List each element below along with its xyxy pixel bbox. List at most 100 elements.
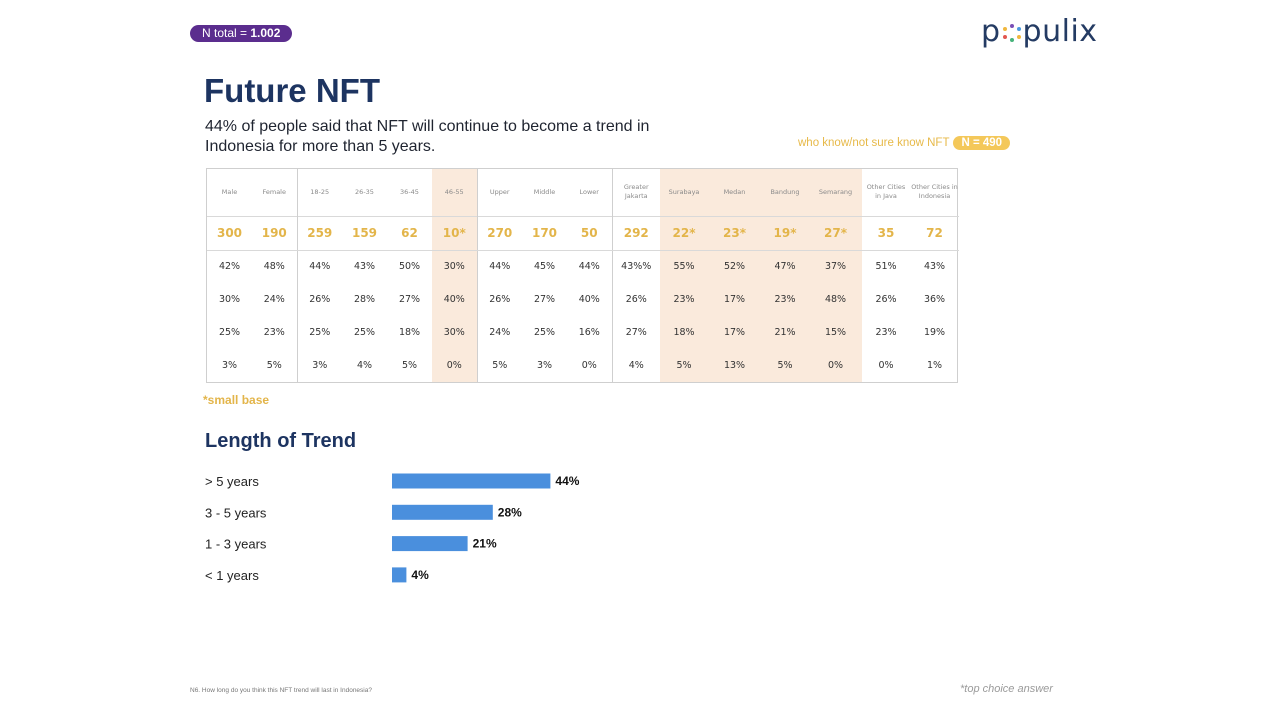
percent-cell: 26% xyxy=(296,283,342,317)
percent-cell: 24% xyxy=(263,294,285,306)
column-header: 46-55 xyxy=(432,169,477,217)
percent-cell: 18% xyxy=(398,327,421,339)
respondent-note-label: who know/not sure know NFT xyxy=(798,137,950,149)
percent-cell: 0% xyxy=(878,360,894,372)
percent-cell: 26% xyxy=(875,294,897,306)
percent-cell: 30% xyxy=(432,316,477,350)
percent-cell: 3% xyxy=(221,360,238,372)
sample-size-cell: 35 xyxy=(862,215,910,251)
category-label: 1 - 3 years xyxy=(205,537,267,552)
sample-size-cell: 159 xyxy=(342,215,387,251)
percent-cell: 43% xyxy=(923,261,946,273)
percent-cell: 0% xyxy=(581,360,597,372)
percent-cell: 28% xyxy=(353,294,376,306)
percent-cell: 40% xyxy=(432,283,477,317)
sample-size-cell: 50 xyxy=(567,215,612,251)
column-header: 36-45 xyxy=(400,187,419,196)
sample-size-cell: 170 xyxy=(522,215,567,251)
percent-cell: 3% xyxy=(296,349,342,382)
sample-size-cell: 300 xyxy=(207,215,252,251)
chart-title: Length of Trend xyxy=(205,430,357,452)
percent-cell: 43%% xyxy=(611,250,660,284)
column-header: Surabaya xyxy=(660,169,708,217)
percent-cell: 55% xyxy=(660,250,708,284)
bar xyxy=(392,536,468,552)
populix-logo: p pulix xyxy=(981,14,1098,49)
table-row: 25% 23% 25% 25% 18% 30% 24% 25% 16% 27% 18% 17% 21% 1… xyxy=(207,316,959,350)
sample-size-cell: 62 xyxy=(387,215,432,251)
n-total-value: 1.002 xyxy=(250,26,281,40)
percent-cell: 5% xyxy=(761,349,809,382)
percent-cell: 30% xyxy=(218,294,241,306)
percent-cell: 44% xyxy=(296,250,342,284)
percent-cell: 27% xyxy=(611,316,660,350)
column-header: Other Cities in Java xyxy=(866,183,906,201)
sample-size-cell: 259 xyxy=(296,215,342,251)
percent-cell: 48% xyxy=(263,261,285,273)
question-footnote: N6. How long do you think this NFT trend… xyxy=(190,687,372,694)
table-header-row: Male Female 18-25 26-35 36-45 46-55 Upper Middl… xyxy=(207,169,959,217)
percent-cell: 42% xyxy=(218,261,241,273)
column-header: Middle xyxy=(533,187,556,196)
percent-cell: 13% xyxy=(708,349,761,382)
percent-cell: 27% xyxy=(398,294,421,306)
percent-cell: 23% xyxy=(263,327,285,339)
percent-cell: 27% xyxy=(533,294,556,306)
small-base-note: *small base xyxy=(203,393,270,407)
sample-size-cell: 190 xyxy=(252,215,297,251)
percent-cell: 26% xyxy=(476,283,522,317)
percent-cell: 1% xyxy=(926,360,943,372)
percent-cell: 26% xyxy=(611,283,660,317)
percent-cell: 25% xyxy=(296,316,342,350)
sample-size-cell: 270 xyxy=(476,215,522,251)
n-total-badge: N total = 1.002 xyxy=(190,25,293,42)
sample-size-cell: 27* xyxy=(809,215,862,251)
percent-cell: 47% xyxy=(761,250,809,284)
percent-cell: 5% xyxy=(401,360,418,372)
column-header: 18-25 xyxy=(296,169,342,217)
percent-cell: 0% xyxy=(809,349,862,382)
percent-cell: 36% xyxy=(923,294,946,306)
percent-cell: 3% xyxy=(536,360,553,372)
percent-cell: 15% xyxy=(809,316,862,350)
percent-cell: 44% xyxy=(578,261,600,273)
category-label: > 5 years xyxy=(205,474,259,489)
sample-size-cell: 23* xyxy=(708,215,761,251)
column-header: Medan xyxy=(708,169,761,217)
length-of-trend-chart: > 5 years 44% 3 - 5 years 28% 1 - 3 years 21%… xyxy=(205,473,580,583)
table-body: Male Female 18-25 26-35 36-45 46-55 Upper Middl… xyxy=(207,169,959,382)
category-label: 3 - 5 years xyxy=(205,505,267,520)
bar xyxy=(392,567,407,583)
respondent-note: who know/not sure know NFT N = 490 xyxy=(798,136,1011,150)
sample-size-cell: 22* xyxy=(660,215,708,251)
sample-size-cell: 292 xyxy=(611,215,660,251)
percent-cell: 25% xyxy=(353,327,376,339)
percent-cell: 18% xyxy=(660,316,708,350)
column-header: Bandung xyxy=(761,169,809,217)
column-header: Other Cities in Indonesia xyxy=(911,183,958,201)
percent-cell: 17% xyxy=(708,316,761,350)
percent-cell: 50% xyxy=(398,261,421,273)
percent-cell: 30% xyxy=(432,250,477,284)
percent-cell: 23% xyxy=(761,283,809,317)
table-row: 30% 24% 26% 28% 27% 40% 26% 27% 40% 26% 23% 17% 23% 4… xyxy=(207,283,959,317)
percent-cell: 23% xyxy=(875,327,897,339)
category-label: < 1 years xyxy=(205,568,259,583)
bar xyxy=(392,504,493,520)
data-label: 28% xyxy=(498,505,522,519)
percent-cell: 52% xyxy=(708,250,761,284)
sample-size-cell: 72 xyxy=(910,215,959,251)
table-row: 42% 48% 44% 43% 50% 30% 44% 45% 44% 43%% 55% 52% 47%… xyxy=(207,250,959,284)
column-header: 26-35 xyxy=(355,187,374,196)
sample-size-cell: 10* xyxy=(432,215,477,251)
percent-cell: 24% xyxy=(476,316,522,350)
data-label: 21% xyxy=(473,537,497,551)
sample-size-cell: 19* xyxy=(761,215,809,251)
n-total-label: N total = xyxy=(202,26,251,40)
column-header: Lower xyxy=(579,187,599,196)
page-title: Future NFT xyxy=(204,72,380,109)
column-header: Female xyxy=(262,187,286,196)
percent-cell: 5% xyxy=(476,349,522,382)
percent-cell: 48% xyxy=(809,283,862,317)
demographic-table: Male Female 18-25 26-35 36-45 46-55 Upper Middl… xyxy=(206,168,959,383)
